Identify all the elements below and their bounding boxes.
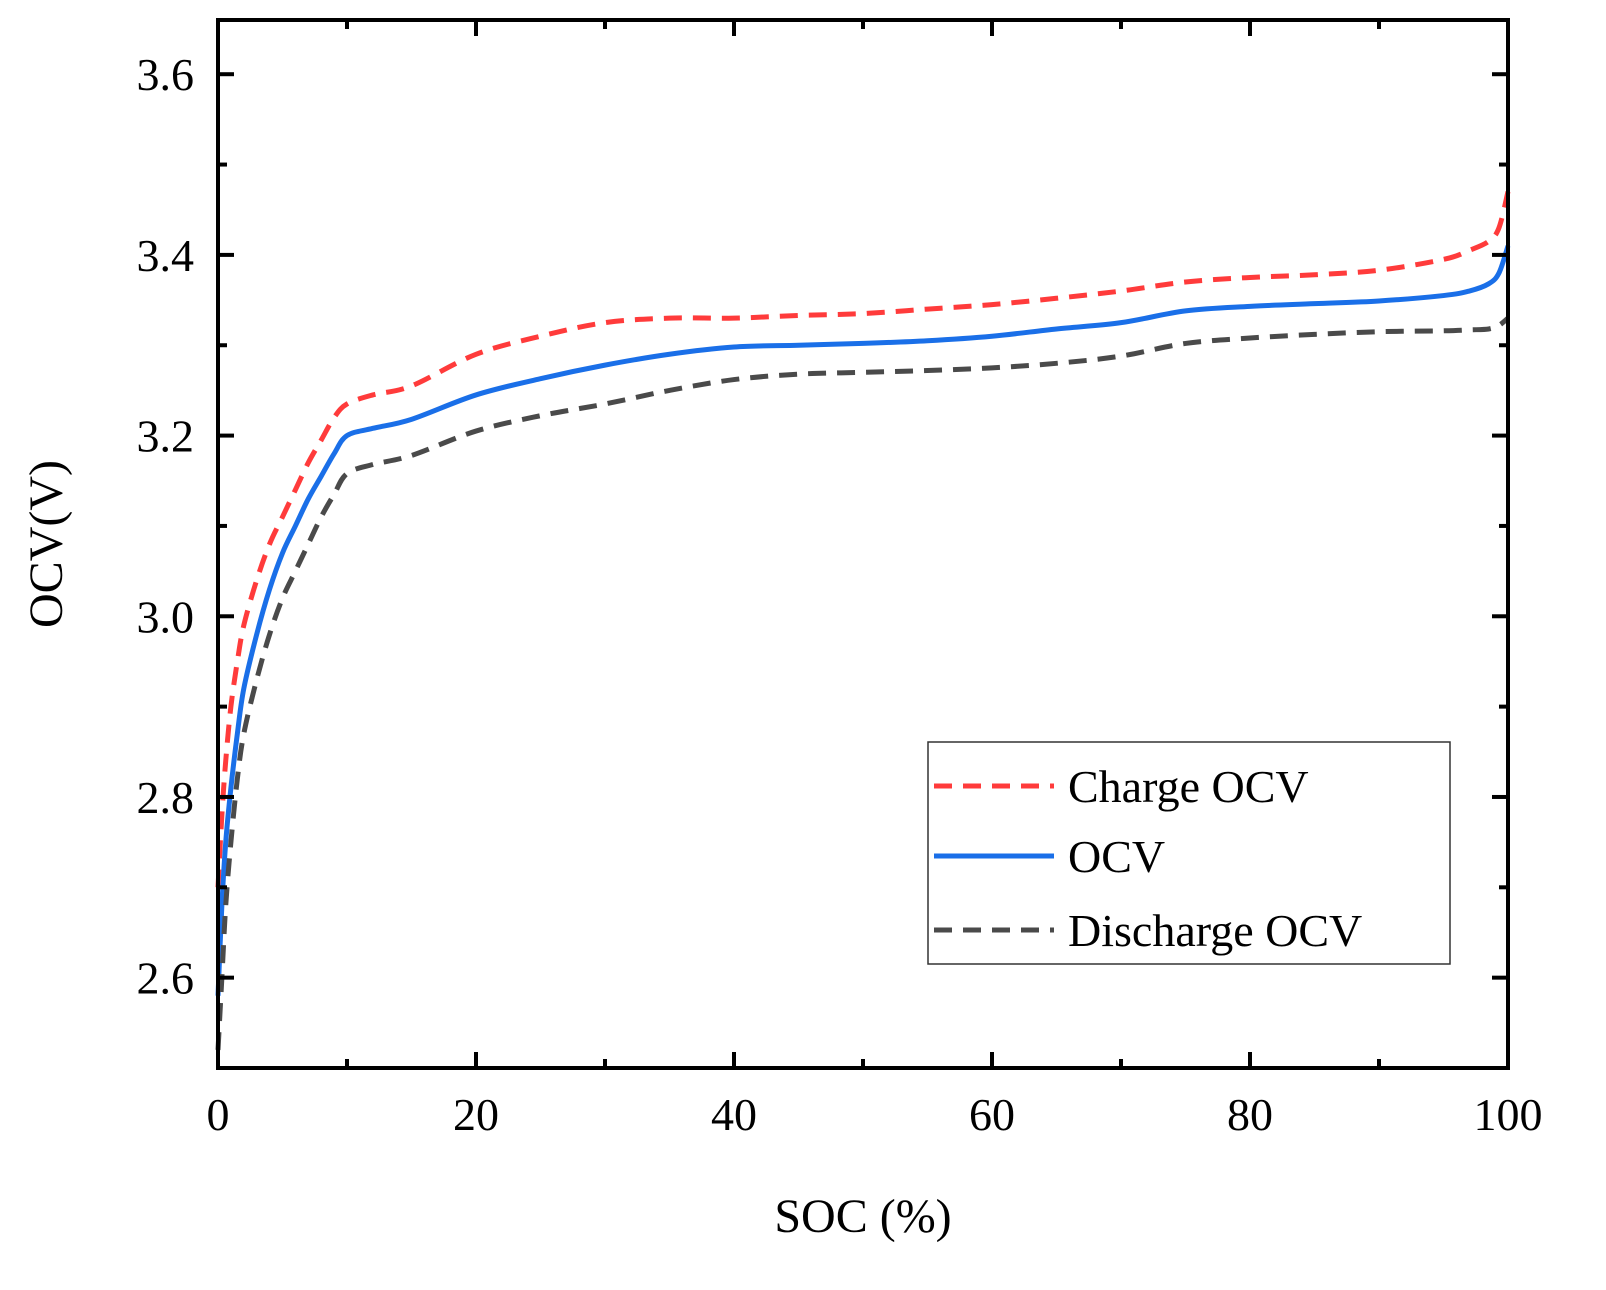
x-tick-label: 100 bbox=[1474, 1089, 1543, 1140]
x-tick-label: 20 bbox=[453, 1089, 499, 1140]
legend: Charge OCV OCV Discharge OCV bbox=[927, 741, 1451, 965]
y-tick-label: 3.4 bbox=[137, 230, 195, 281]
y-tick-label: 3.2 bbox=[137, 411, 195, 462]
x-axis-title: SOC (%) bbox=[774, 1190, 951, 1243]
y-tick-label: 3.6 bbox=[137, 49, 195, 100]
y-tick-label: 3.0 bbox=[137, 591, 195, 642]
series-ocv bbox=[215, 245, 1511, 996]
legend-box bbox=[927, 741, 1451, 965]
x-tick-label: 40 bbox=[711, 1089, 757, 1140]
x-tick-label: 60 bbox=[969, 1089, 1015, 1140]
legend-label-charge-ocv: Charge OCV bbox=[1068, 761, 1309, 812]
legend-label-discharge-ocv: Discharge OCV bbox=[1068, 905, 1362, 956]
x-tick-label: 80 bbox=[1227, 1089, 1273, 1140]
y-axis-title: OCV(V) bbox=[20, 460, 73, 628]
ticks-layer: 0 20 40 60 80 100 2.6 2.8 3.0 3.2 3.4 3.6 bbox=[137, 20, 1543, 1140]
series-layer bbox=[215, 191, 1511, 1051]
y-tick-label: 2.8 bbox=[137, 772, 195, 823]
series-charge-ocv bbox=[215, 191, 1511, 888]
legend-label-ocv: OCV bbox=[1068, 831, 1165, 882]
series-discharge-ocv bbox=[215, 316, 1510, 1051]
x-tick-label: 0 bbox=[207, 1089, 230, 1140]
y-tick-label: 2.6 bbox=[137, 953, 195, 1004]
